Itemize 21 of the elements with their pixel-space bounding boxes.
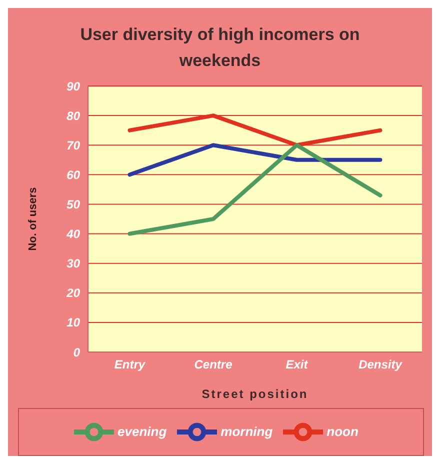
x-axis-title: Street position — [202, 387, 308, 401]
legend-label: evening — [118, 424, 167, 440]
line-series — [128, 143, 382, 236]
y-tick-label: 80 — [66, 108, 80, 123]
x-tick-label: Exit — [286, 358, 309, 372]
y-tick-label: 90 — [66, 79, 80, 94]
chart-title: User diversity of high incomers on weekends — [79, 24, 361, 72]
y-tick-label: 50 — [66, 197, 80, 212]
x-tick-label: Entry — [114, 358, 146, 372]
y-tick-label: 40 — [66, 227, 80, 242]
legend-label: noon — [326, 424, 358, 440]
legend-label: morning — [220, 424, 273, 440]
y-tick-label: 10 — [66, 316, 80, 330]
y-tick-label: 20 — [66, 286, 80, 300]
x-tick-label: Density — [358, 358, 404, 372]
y-tick-label: 70 — [66, 138, 80, 152]
y-axis-title: No. of users — [26, 187, 39, 251]
x-tick-label: Centre — [194, 358, 233, 372]
y-tick-label: 0 — [73, 345, 80, 360]
y-tick-label: 30 — [66, 256, 80, 271]
y-tick-label: 60 — [66, 168, 80, 182]
